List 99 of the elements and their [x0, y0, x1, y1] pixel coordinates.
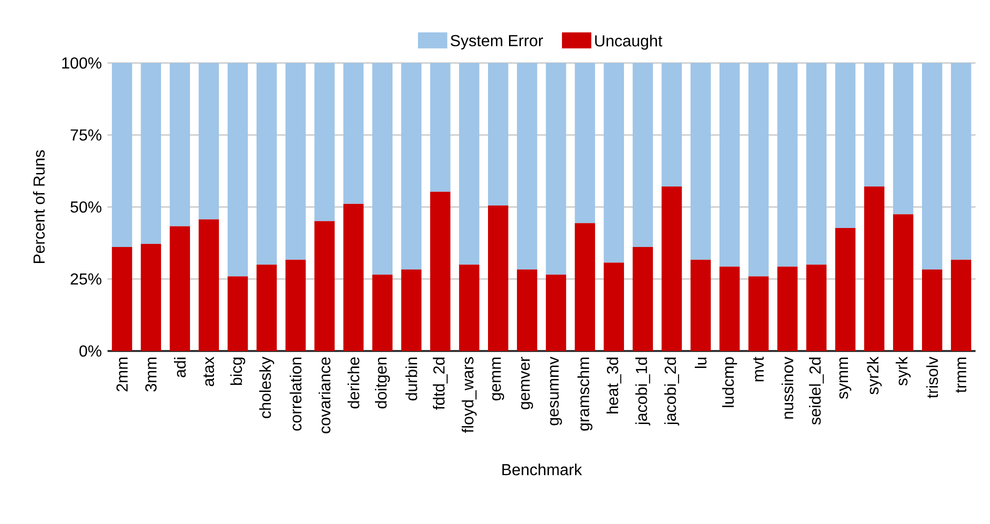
x-tick-label: syr2k: [866, 356, 882, 394]
bar: [835, 228, 856, 351]
bar: [690, 260, 711, 351]
x-tick-label: 2mm: [116, 358, 128, 392]
x-tick-label: trisolv: [926, 356, 938, 398]
bar: [401, 62, 422, 270]
bar: [285, 62, 306, 260]
x-tick-label: trmm: [956, 358, 966, 393]
bar: [256, 62, 277, 265]
bar: [748, 62, 769, 276]
x-tick-label: jacobi_1d: [635, 358, 650, 426]
y-axis-title: Percent of Runs: [33, 150, 45, 264]
bar: [719, 266, 740, 351]
bar: [777, 62, 798, 267]
bar: [604, 262, 624, 351]
bar: [893, 214, 914, 351]
x-tick-label: ludcmp: [722, 357, 738, 408]
bar: [314, 62, 335, 222]
x-tick-label: durbin: [405, 358, 418, 400]
y-tick-label: 25%: [70, 273, 102, 285]
x-tick-label: covariance: [318, 357, 330, 434]
legend-label: Uncaught: [595, 34, 662, 50]
bar: [488, 62, 508, 206]
bar: [574, 223, 596, 351]
bar: [314, 221, 335, 351]
bar: [112, 62, 132, 248]
x-tick-label: bicg: [230, 358, 246, 385]
bar: [170, 62, 190, 226]
bar: [806, 264, 827, 351]
bar: [228, 62, 248, 276]
bar: [285, 260, 306, 351]
bar: [198, 62, 219, 220]
x-tick-label: seidel_2d: [809, 358, 824, 425]
bar: [922, 62, 942, 270]
x-tick-label: cholesky: [259, 356, 274, 418]
bar: [893, 62, 914, 214]
bar: [632, 247, 653, 351]
x-tick-label: floyd_wars: [462, 357, 477, 433]
bar: [430, 192, 450, 351]
bar: [546, 274, 566, 351]
bar: [343, 204, 364, 351]
x-tick-label: lu: [694, 358, 707, 368]
bar: [488, 206, 508, 351]
bar: [748, 276, 769, 351]
bar: [140, 62, 162, 244]
x-tick-label: deriche: [348, 357, 360, 408]
bar: [604, 62, 624, 263]
bar: [372, 274, 393, 351]
bar: [256, 264, 277, 351]
bar: [343, 62, 364, 204]
bar: [662, 62, 682, 187]
x-tick-label: 3mm: [145, 358, 157, 392]
legend-label: System Error: [450, 34, 544, 50]
bar: [198, 219, 219, 351]
bar: [140, 244, 162, 351]
bar: [228, 276, 248, 351]
x-tick-label: gemm: [492, 358, 504, 400]
x-tick-label: mvt: [753, 356, 764, 382]
bar: [662, 186, 682, 351]
bar: [632, 62, 653, 248]
x-tick-label: correlation: [290, 358, 302, 431]
x-tick-label: nussinov: [782, 356, 794, 419]
x-tick-label: syrk: [896, 356, 911, 386]
x-tick-label: fdtd_2d: [432, 358, 448, 410]
x-tick-label: gemver: [521, 356, 534, 410]
bar: [806, 62, 827, 265]
y-tick-label: 75%: [70, 129, 102, 141]
x-tick-label: doitgen: [374, 358, 390, 408]
x-tick-label: gramschm: [577, 358, 592, 431]
y-tick-label: 50%: [70, 201, 102, 213]
y-tick-label: 100%: [62, 57, 102, 69]
bar: [690, 62, 711, 260]
bar: [950, 260, 972, 351]
bar: [459, 62, 480, 265]
bar: [950, 62, 972, 260]
bar: [516, 269, 538, 351]
bar: [401, 269, 422, 351]
bar: [516, 62, 538, 270]
bar: [864, 62, 884, 187]
bar: [864, 186, 884, 351]
bar: [372, 62, 393, 275]
bar: [430, 62, 450, 192]
x-tick-label: symm: [839, 358, 852, 399]
x-axis-title: Benchmark: [502, 464, 582, 476]
bar: [546, 62, 566, 275]
x-tick-label: atax: [204, 356, 214, 386]
bar: [459, 264, 480, 351]
bar: [112, 247, 132, 351]
bar: [835, 62, 856, 228]
x-tick-label: jacobi_2d: [664, 358, 680, 426]
x-tick-label: gesummv: [550, 356, 562, 426]
bar: [170, 226, 190, 351]
y-tick-label: 0%: [79, 345, 102, 357]
bar: [719, 62, 740, 267]
x-tick-label: heat_3d: [606, 358, 622, 414]
x-tick-label: adi: [174, 358, 186, 378]
bar: [777, 266, 798, 351]
bar: [574, 62, 596, 224]
bar: [922, 269, 942, 351]
